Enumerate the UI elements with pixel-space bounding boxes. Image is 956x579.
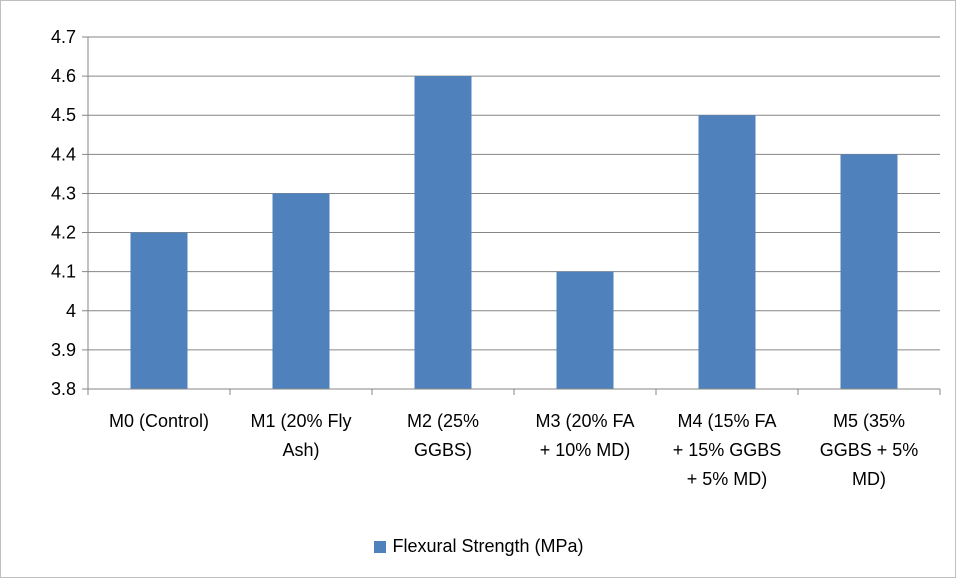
y-tick-label: 3.9 bbox=[51, 340, 76, 360]
axes bbox=[87, 37, 941, 395]
y-tick-label: 4.6 bbox=[51, 66, 76, 86]
y-tick-label: 4.3 bbox=[51, 183, 76, 203]
x-category-labels: M0 (Control) M1 (20% Fly Ash) M2 (25% GGBS) M… bbox=[109, 411, 918, 489]
x-category-label: M4 (15% FA + 15% GGBS + 5% MD) bbox=[673, 411, 782, 489]
y-tick-label: 4.1 bbox=[51, 262, 76, 282]
y-tick-label: 3.8 bbox=[51, 379, 76, 399]
x-category-label: M1 (20% Fly Ash) bbox=[250, 411, 351, 460]
legend-swatch bbox=[374, 540, 387, 553]
bar bbox=[698, 115, 756, 389]
y-tick-label: 4.2 bbox=[51, 223, 76, 243]
x-category-label: M2 (25% GGBS) bbox=[407, 411, 479, 460]
y-tick-label: 4.5 bbox=[51, 105, 76, 125]
y-tick-label: 4.7 bbox=[51, 27, 76, 47]
x-category-label: M5 (35% GGBS + 5% MD) bbox=[820, 411, 919, 489]
bar bbox=[272, 193, 330, 389]
x-category-label: M3 (20% FA + 10% MD) bbox=[535, 411, 634, 460]
bar bbox=[556, 271, 614, 389]
bar bbox=[414, 76, 472, 389]
x-category-label: M0 (Control) bbox=[109, 411, 209, 431]
legend-label: Flexural Strength (MPa) bbox=[392, 536, 584, 556]
y-tick-labels: 3.8 3.9 4 4.1 4.2 4.3 4.4 4.5 4.6 4.7 bbox=[51, 27, 76, 399]
bars bbox=[130, 76, 898, 389]
y-tick-label: 4 bbox=[66, 301, 76, 321]
bar bbox=[840, 154, 898, 389]
legend: Flexural Strength (MPa) bbox=[1, 536, 956, 557]
y-tick-label: 4.4 bbox=[51, 144, 76, 164]
bar bbox=[130, 232, 188, 389]
gridlines bbox=[82, 36, 940, 390]
